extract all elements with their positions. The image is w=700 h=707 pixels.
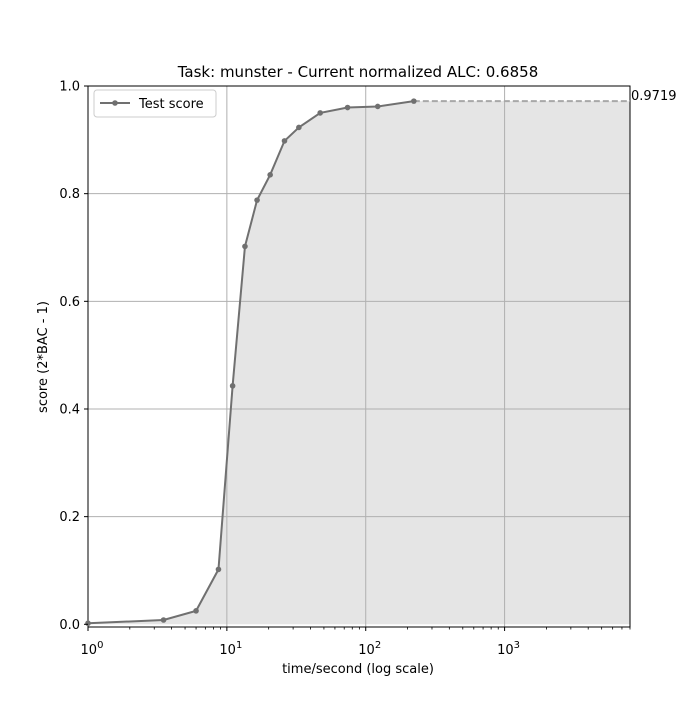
series-line-test-score [87, 100, 414, 625]
y-axis-label: score (2*BAC - 1) [36, 301, 51, 413]
x-axis-ticks: 100 101 102 103 [81, 627, 631, 658]
plot-area: 0.0 0.2 0.4 0.6 0.8 1.0 100 101 102 103 [59, 80, 631, 658]
data-point [374, 103, 381, 110]
legend-label: Test score [138, 97, 204, 112]
data-point [281, 138, 288, 144]
data-point [254, 197, 260, 203]
x-tick-label: 100 [81, 640, 104, 658]
y-tick-label: 1.0 [59, 80, 80, 95]
data-point [85, 620, 91, 627]
x-tick-label: 101 [219, 640, 242, 658]
y-tick-label: 0.2 [59, 510, 80, 525]
y-tick-label: 0.4 [59, 402, 80, 417]
series-points [85, 98, 417, 627]
data-point [296, 124, 302, 131]
data-point [215, 566, 222, 573]
legend-marker [112, 100, 118, 106]
data-point [193, 608, 199, 614]
y-tick-label: 0.6 [59, 295, 80, 310]
chart-title: Task: munster - Current normalized ALC: … [177, 63, 538, 81]
data-point [242, 243, 248, 250]
x-tick-label: 102 [358, 640, 381, 658]
legend: Test score [93, 89, 217, 118]
data-point [317, 110, 323, 116]
final-score-annotation: 0.9719 [631, 89, 677, 104]
y-tick-label: 0.0 [59, 618, 80, 633]
x-axis-label: time/second (log scale) [282, 662, 434, 677]
y-tick-label: 0.8 [59, 187, 80, 202]
legend-box [93, 89, 217, 118]
data-point [229, 383, 236, 389]
data-point [267, 172, 273, 178]
data-point [160, 617, 167, 623]
data-point [344, 104, 351, 111]
x-tick-label: 103 [497, 640, 520, 658]
y-axis-ticks: 0.0 0.2 0.4 0.6 0.8 1.0 [59, 80, 88, 633]
area-fill [88, 101, 630, 625]
data-point [411, 98, 417, 104]
grid [88, 86, 630, 627]
